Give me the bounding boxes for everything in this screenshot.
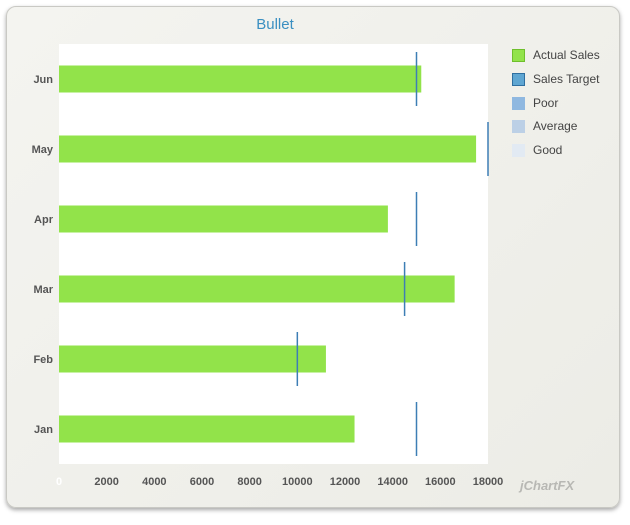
legend-swatch (512, 120, 525, 134)
bar-jun (59, 65, 422, 93)
legend-swatch (512, 49, 525, 62)
legend-label: Actual Sales (533, 48, 600, 62)
y-tick-label: Jun (33, 74, 53, 86)
bar-mar (59, 275, 455, 303)
bar-feb (59, 345, 326, 373)
x-tick-label: 8000 (237, 476, 261, 488)
x-tick-label: 18000 (473, 476, 504, 488)
brand-logo: jChartFX (520, 478, 575, 493)
bar-may (59, 135, 477, 163)
x-tick-label: 14000 (377, 476, 408, 488)
bar-jan (59, 415, 355, 443)
y-tick-label: Mar (33, 284, 53, 296)
y-tick-label: Jan (34, 424, 53, 436)
legend-label: Poor (533, 95, 559, 110)
x-tick-label: 10000 (282, 476, 313, 488)
y-tick-label: May (32, 144, 54, 156)
legend-label: Sales Target (533, 71, 600, 86)
y-tick-label: Apr (34, 214, 54, 226)
x-tick-label: 16000 (425, 476, 456, 488)
legend-label: Good (533, 143, 563, 158)
bar-apr (59, 205, 388, 233)
x-tick-label: 0 (56, 476, 62, 488)
chart-title: Bullet (256, 16, 294, 33)
legend-label: Average (533, 119, 578, 134)
x-tick-label: 2000 (94, 476, 118, 488)
x-tick-label: 12000 (330, 476, 361, 488)
x-tick-label: 4000 (142, 476, 166, 488)
y-tick-label: Feb (33, 354, 53, 366)
legend-swatch (512, 72, 525, 86)
x-tick-label: 6000 (190, 476, 214, 488)
plot-area (59, 44, 488, 464)
legend-swatch (512, 96, 525, 110)
legend-swatch (512, 144, 525, 158)
